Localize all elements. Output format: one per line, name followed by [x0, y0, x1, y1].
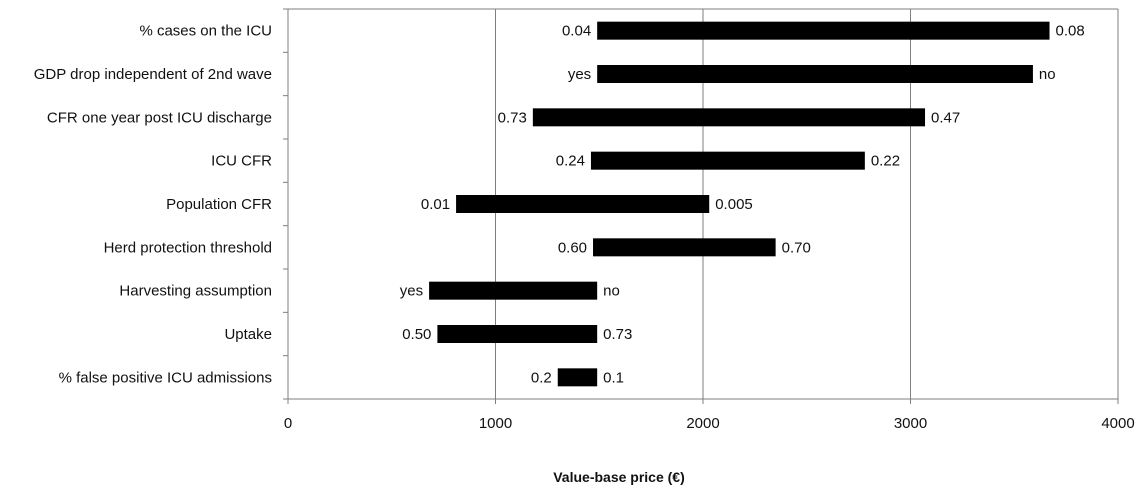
- bar-8: [557, 368, 598, 387]
- bar-5: [593, 238, 776, 257]
- x-tick-label-4000: 4000: [1101, 415, 1134, 432]
- bar-low-label-8: 0.2: [531, 369, 552, 386]
- category-label-6: Harvesting assumption: [119, 283, 272, 300]
- bar-1: [597, 65, 1033, 83]
- bar-low-label-1: yes: [568, 66, 591, 83]
- bar-low-label-5: 0.60: [558, 239, 587, 256]
- bar-high-label-4: 0.005: [715, 196, 753, 213]
- category-label-4: Population CFR: [166, 196, 272, 213]
- x-axis-title: Value-base price (€): [553, 469, 685, 485]
- bar-high-label-5: 0.70: [782, 239, 811, 256]
- bar-0: [597, 21, 1050, 40]
- bar-low-label-0: 0.04: [562, 23, 591, 40]
- bar-low-label-4: 0.01: [421, 196, 450, 213]
- bar-4: [456, 195, 710, 213]
- category-label-5: Herd protection threshold: [104, 239, 272, 256]
- x-tick-label-0: 0: [284, 415, 292, 432]
- bar-2: [532, 108, 926, 127]
- bar-low-label-7: 0.50: [402, 326, 431, 343]
- bar-high-label-3: 0.22: [871, 153, 900, 170]
- bar-low-label-2: 0.73: [498, 109, 527, 126]
- bar-high-label-2: 0.47: [931, 109, 960, 126]
- x-tick-label-2000: 2000: [686, 415, 719, 432]
- bar-low-label-3: 0.24: [556, 153, 585, 170]
- axes: [283, 8, 1119, 404]
- category-label-0: % cases on the ICU: [139, 23, 272, 40]
- bar-7: [437, 325, 598, 343]
- category-label-8: % false positive ICU admissions: [59, 369, 272, 386]
- bar-high-label-8: 0.1: [603, 369, 624, 386]
- bar-3: [590, 151, 865, 170]
- bar-high-label-0: 0.08: [1056, 23, 1085, 40]
- bar-high-label-1: no: [1039, 66, 1056, 83]
- bar-high-label-7: 0.73: [603, 326, 632, 343]
- bars: [429, 21, 1050, 387]
- category-label-7: Uptake: [224, 326, 272, 343]
- labels: 0 1000 2000 3000 4000 % cases on the ICU 0.04 0…: [34, 23, 1135, 432]
- x-tick-label-1000: 1000: [479, 415, 512, 432]
- category-label-2: CFR one year post ICU discharge: [47, 109, 272, 126]
- bar-high-label-6: no: [603, 283, 620, 300]
- bar-6: [429, 281, 598, 300]
- category-label-3: ICU CFR: [211, 153, 272, 170]
- category-label-1: GDP drop independent of 2nd wave: [34, 66, 272, 83]
- x-tick-label-3000: 3000: [894, 415, 927, 432]
- bar-low-label-6: yes: [400, 283, 423, 300]
